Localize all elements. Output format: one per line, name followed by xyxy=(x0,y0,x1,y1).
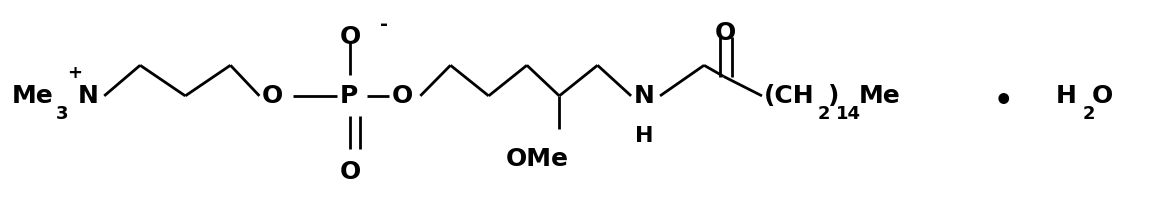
Text: 2: 2 xyxy=(818,105,830,123)
Text: O: O xyxy=(714,21,735,45)
Text: -: - xyxy=(380,15,388,34)
Text: ): ) xyxy=(828,84,840,108)
Text: N: N xyxy=(633,84,654,108)
Text: OMe: OMe xyxy=(506,147,569,171)
Text: O: O xyxy=(391,84,412,108)
Text: Me: Me xyxy=(859,84,901,108)
Text: Me: Me xyxy=(12,84,53,108)
Text: O: O xyxy=(1092,84,1113,108)
Text: (CH: (CH xyxy=(764,84,815,108)
Text: 3: 3 xyxy=(56,105,68,123)
Text: H: H xyxy=(1056,84,1077,108)
Text: +: + xyxy=(67,64,82,82)
Text: O: O xyxy=(339,25,360,49)
Text: O: O xyxy=(262,84,283,108)
Text: O: O xyxy=(339,160,360,184)
Text: N: N xyxy=(78,84,98,108)
Text: 14: 14 xyxy=(836,105,862,123)
Text: H: H xyxy=(635,126,653,146)
Text: •: • xyxy=(994,88,1013,116)
Text: P: P xyxy=(339,84,358,108)
Text: 2: 2 xyxy=(1083,105,1095,123)
